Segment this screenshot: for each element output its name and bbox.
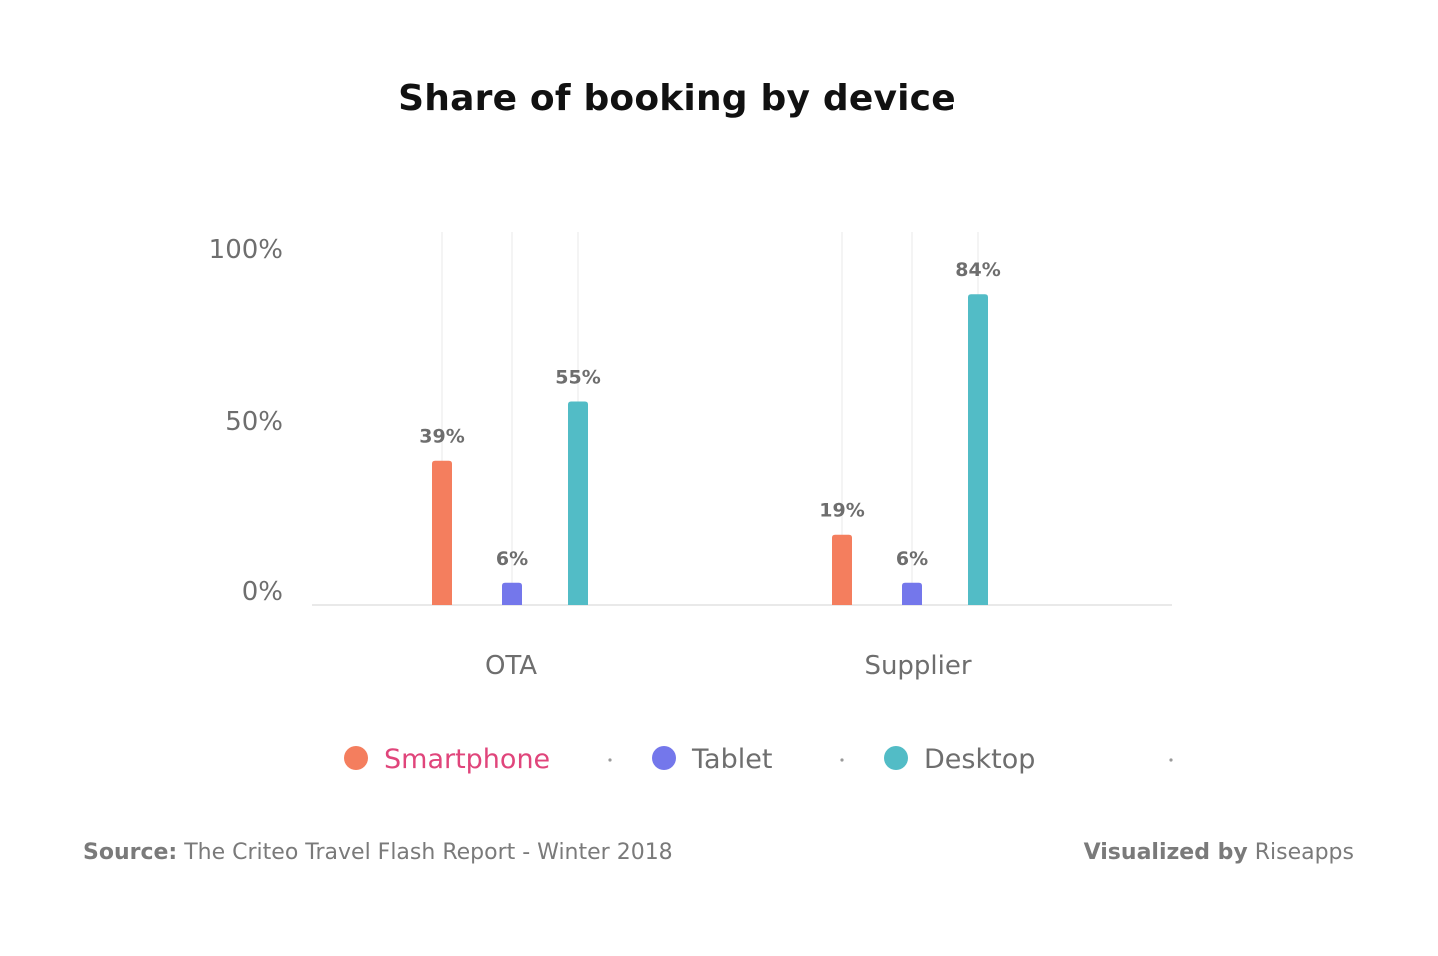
data-label: 84%	[955, 259, 1000, 281]
visualized-label: Visualized by	[1083, 840, 1248, 865]
legend-separator-dot	[840, 758, 844, 762]
x-tick-label: Supplier	[864, 651, 971, 681]
legend-separator-dot	[608, 758, 612, 762]
bar-tablet-ota	[502, 582, 522, 605]
source-text: The Criteo Travel Flash Report - Winter …	[184, 840, 673, 865]
chart-title: Share of booking by device	[398, 78, 956, 119]
bar-desktop-ota	[568, 401, 588, 605]
data-label: 6%	[896, 548, 928, 570]
bar-tablet-supplier	[902, 582, 922, 605]
legend-label-tablet: Tablet	[691, 744, 772, 775]
bar-smartphone-ota	[432, 460, 452, 605]
data-label: 55%	[555, 367, 600, 389]
data-label: 19%	[819, 500, 864, 522]
y-tick-label: 0%	[242, 577, 283, 607]
source-label: Source:	[83, 840, 178, 865]
legend-separator-dot	[1169, 758, 1173, 762]
y-tick-label: 100%	[209, 235, 283, 265]
x-tick-label: OTA	[485, 651, 537, 681]
visualized-by-note: Visualized by Riseapps	[1084, 840, 1354, 865]
data-label: 6%	[496, 548, 528, 570]
legend-label-smartphone: Smartphone	[384, 744, 550, 775]
data-label: 39%	[419, 426, 464, 448]
visualized-text: Riseapps	[1254, 840, 1354, 865]
legend-label-desktop: Desktop	[924, 744, 1035, 775]
legend-marker-desktop	[884, 746, 908, 770]
y-tick-label: 50%	[225, 407, 283, 437]
legend-marker-smartphone	[344, 746, 368, 770]
legend-marker-tablet	[652, 746, 676, 770]
bar-desktop-supplier	[968, 294, 988, 605]
source-note: Source: The Criteo Travel Flash Report -…	[83, 840, 673, 865]
bar-smartphone-supplier	[832, 534, 852, 605]
